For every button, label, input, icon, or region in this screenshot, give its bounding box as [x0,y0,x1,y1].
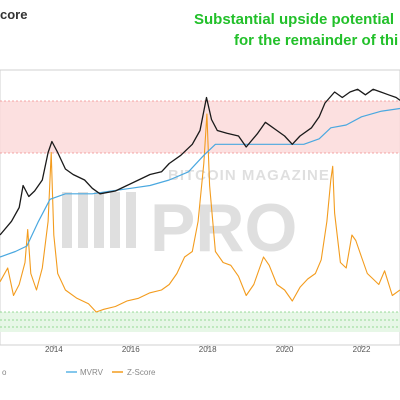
x-tick-label: 2020 [276,345,294,354]
series-line-price [0,88,400,236]
legend-label[interactable]: Z-Score [127,368,156,377]
watermark-title: PRO [150,190,297,266]
x-axis: 2014 2016 2018 2020 2022 [45,345,371,354]
legend-label[interactable]: o [2,368,7,377]
x-tick-label: 2018 [199,345,217,354]
watermark-logo-icon [62,192,136,248]
legend: o MVRV Z-Score [2,368,156,377]
undervalued-zone [0,312,400,332]
x-tick-label: 2016 [122,345,140,354]
overvalued-zone-border [0,100,400,154]
legend-label[interactable]: MVRV [80,368,104,377]
x-tick-label: 2022 [353,345,371,354]
annotation-line-2: for the remainder of thi [234,32,398,49]
series-line-realized-value [0,107,400,258]
overvalued-zone [0,101,400,153]
watermark-subtitle: BITCOIN MAGAZINE [168,167,330,184]
undervalued-zone-border [0,311,400,328]
series-layer [0,88,400,313]
chart-title: core [0,7,27,22]
series-line-z-score [0,113,400,313]
x-tick-label: 2014 [45,345,63,354]
annotation-line-1: Substantial upside potential [194,11,394,28]
watermark: BITCOIN MAGAZINE PRO [62,167,330,266]
